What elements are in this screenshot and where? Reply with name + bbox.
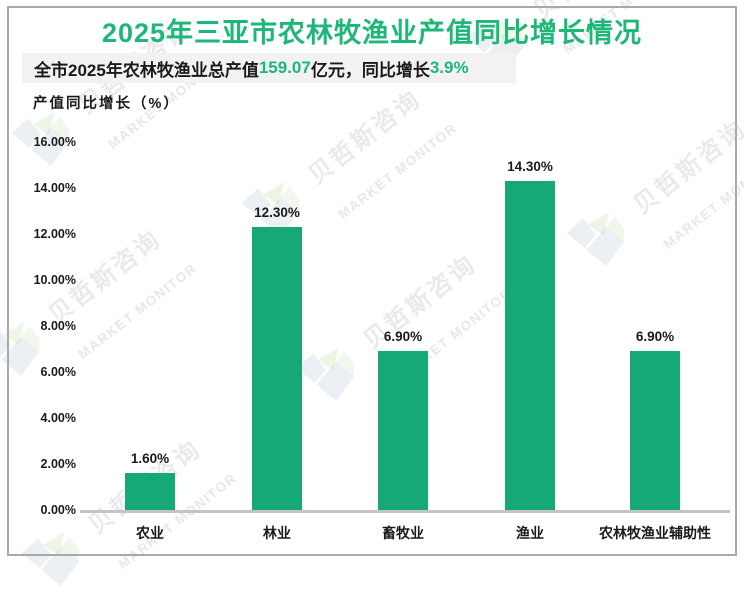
y-tick-label: 10.00% [33, 273, 76, 287]
y-axis-title: 产值同比增长（%） [33, 96, 180, 112]
bar-林业 [252, 227, 302, 510]
subtitle-accent-value: 3.9% [429, 58, 469, 77]
bar-value-label: 12.30% [254, 205, 300, 220]
y-tick-label: 16.00% [33, 135, 76, 149]
chart-title: 2025年三亚市农林牧渔业产值同比增长情况 [101, 18, 643, 48]
watermark: 贝哲斯咨询 MARKET MONITOR [565, 115, 744, 280]
bar-农业 [125, 473, 175, 510]
watermark: 贝哲斯咨询 MARKET MONITOR [240, 85, 500, 250]
bar-畜牧业 [378, 351, 428, 510]
x-axis-line [80, 510, 730, 513]
x-axis-category-label: 林业 [263, 525, 291, 541]
chart-frame-border [7, 6, 737, 556]
y-tick-label: 6.00% [40, 365, 76, 379]
x-axis-category-label: 渔业 [516, 525, 544, 541]
subtitle-accent-value: 159.07 [258, 58, 311, 77]
bar-value-label: 14.30% [507, 159, 553, 174]
bar-农林牧渔业辅助性 [630, 351, 680, 510]
y-tick-label: 4.00% [40, 411, 76, 425]
bar-value-label: 6.90% [635, 329, 675, 344]
watermark-text-cn: 贝哲斯咨询 [43, 225, 167, 330]
watermark-text-en: MARKET MONITOR [660, 150, 744, 252]
watermark-text-en: MARKET MONITOR [335, 120, 460, 222]
y-tick-label: 12.00% [33, 227, 76, 241]
x-axis-category-label: 畜牧业 [382, 525, 424, 541]
subtitle-text: 全市2025年农林牧渔业总产值 [34, 60, 259, 80]
x-axis-category-label: 农业 [136, 525, 164, 541]
y-tick-label: 0.00% [40, 503, 76, 517]
y-tick-label: 8.00% [40, 319, 76, 333]
y-tick-label: 2.00% [40, 457, 76, 471]
market-monitor-logo-icon [296, 346, 355, 402]
watermark-text-cn: 贝哲斯咨询 [628, 115, 744, 220]
subtitle-text: 亿元，同比增长 [310, 60, 430, 80]
y-tick-label: 14.00% [33, 181, 76, 195]
market-monitor-logo-icon [566, 211, 625, 267]
chart-canvas: { "header": { "title": "2025年三亚市农林牧渔业产值同… [0, 0, 744, 587]
subtitle-banner: 全市2025年农林牧渔业总产值 159.07 亿元，同比增长 3.9% [22, 53, 516, 83]
bar-value-label: 6.90% [383, 329, 423, 344]
bar-渔业 [505, 181, 555, 510]
x-axis-category-label: 农林牧渔业辅助性 [599, 525, 711, 541]
bar-value-label: 1.60% [130, 451, 170, 466]
watermark-text-en: MARKET MONITOR [75, 260, 200, 362]
